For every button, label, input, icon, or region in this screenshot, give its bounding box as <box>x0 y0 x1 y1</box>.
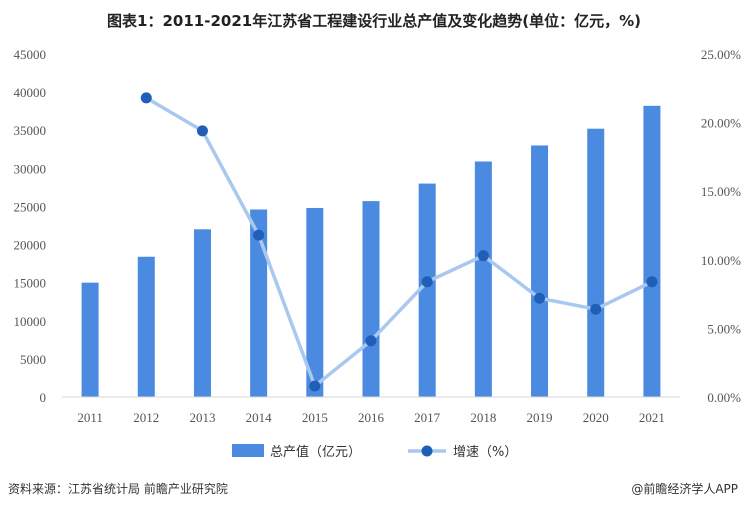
y-left-tick-label: 30000 <box>14 161 47 176</box>
y-right-tick-label: 25.00% <box>701 47 741 62</box>
growth-point <box>646 276 658 288</box>
y-left-tick-label: 15000 <box>14 276 47 291</box>
y-right-tick-label: 5.00% <box>707 321 741 336</box>
bar <box>362 201 380 397</box>
x-tick-label: 2015 <box>302 410 328 425</box>
growth-line <box>145 96 653 388</box>
x-tick-label: 2016 <box>358 410 385 425</box>
y-right-tick-label: 0.00% <box>707 390 741 405</box>
x-tick-label: 2021 <box>639 410 665 425</box>
y-left-tick-label: 10000 <box>14 314 47 329</box>
growth-point <box>196 125 208 137</box>
legend-bar-swatch <box>232 444 264 457</box>
growth-point <box>421 276 433 288</box>
y-right-tick-label: 20.00% <box>701 116 741 131</box>
chart-title: 图表1：2011-2021年江苏省工程建设行业总产值及变化趋势(单位：亿元，%) <box>107 12 641 30</box>
x-tick-label: 2012 <box>133 410 159 425</box>
y-left-tick-label: 45000 <box>14 47 47 62</box>
bar <box>531 145 549 397</box>
x-tick-label: 2020 <box>583 410 609 425</box>
bar <box>587 128 605 397</box>
y-left-tick-label: 25000 <box>14 199 47 214</box>
bar <box>81 282 99 397</box>
legend-line-marker <box>421 445 433 457</box>
x-tick-label: 2014 <box>246 410 273 425</box>
y-right-tick-label: 15.00% <box>701 184 741 199</box>
bar <box>137 256 155 397</box>
x-tick-label: 2017 <box>414 410 441 425</box>
y-left-tick-label: 5000 <box>20 352 46 367</box>
bar <box>306 207 324 397</box>
growth-point <box>534 292 546 304</box>
bar <box>474 161 492 397</box>
x-tick-label: 2013 <box>189 410 215 425</box>
growth-point <box>365 335 377 347</box>
y-left-tick-label: 35000 <box>14 123 47 138</box>
source-note: 资料来源：江苏省统计局 前瞻产业研究院 <box>8 482 228 496</box>
y-left-tick-label: 0 <box>40 390 47 405</box>
growth-point <box>590 303 602 315</box>
y-left-tick-label: 20000 <box>14 238 47 253</box>
growth-point <box>309 380 321 392</box>
growth-point <box>477 250 489 262</box>
x-tick-label: 2011 <box>77 410 103 425</box>
growth-point <box>140 92 152 104</box>
legend-bar-label: 总产值（亿元） <box>270 444 361 460</box>
y-left-tick-label: 40000 <box>14 85 47 100</box>
x-tick-label: 2019 <box>527 410 553 425</box>
y-right-tick-label: 10.00% <box>701 253 741 268</box>
bar <box>250 209 268 397</box>
bar <box>418 183 436 397</box>
bar <box>193 229 211 397</box>
credit-note: @前瞻经济学人APP <box>631 482 738 496</box>
growth-point <box>253 229 265 241</box>
legend-line-label: 增速（%） <box>453 445 517 460</box>
x-tick-label: 2018 <box>470 410 496 425</box>
bar <box>643 105 661 397</box>
